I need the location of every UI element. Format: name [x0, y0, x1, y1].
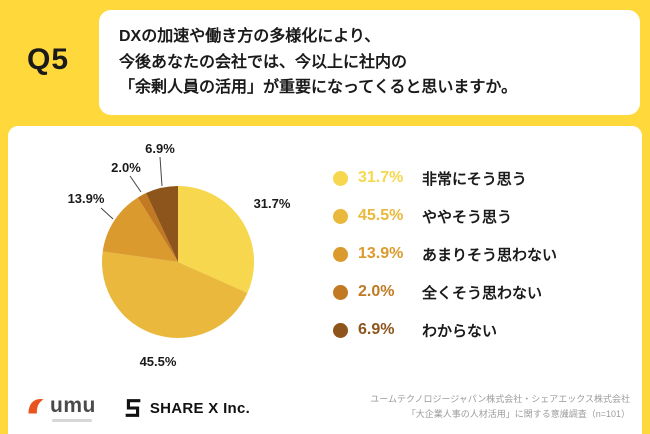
- legend-percent: 45.5%: [358, 207, 404, 224]
- pie-slice-0: [178, 186, 254, 294]
- umu-tagline-mark: [52, 419, 92, 422]
- legend-percent: 2.0%: [358, 283, 395, 300]
- sharex-logo-text: SHARE X Inc.: [149, 399, 251, 417]
- survey-credits: ユームテクノロジージャパン株式会社・シェアエックス株式会社 「大企業人事の人材活…: [370, 392, 630, 422]
- legend-item: 13.9% あまりそう思わない: [333, 245, 558, 264]
- credit-line: 「大企業人事の人材活用」に関する意識調査（n=101）: [406, 409, 630, 420]
- company-logos: umu SHARE X Inc.: [26, 394, 250, 422]
- pie-slice-1: [101, 251, 248, 339]
- legend-dot: [333, 322, 348, 338]
- legend-label: あまりそう思わない: [422, 246, 558, 264]
- legend-dot: [333, 284, 348, 300]
- pie-slice-4: [146, 186, 178, 262]
- legend-dot: [333, 170, 348, 186]
- legend-item: 6.9% わからない: [333, 321, 557, 340]
- pie-value-label: 6.9%: [145, 141, 175, 156]
- legend-percent: 6.9%: [358, 321, 395, 338]
- footer: umu SHARE X Inc. ユームテクノロジージャパン株式会社・シェアエッ…: [26, 392, 630, 422]
- chart-legend: 31.7% 非常にそう思う 45.5% ややそう思う 13.9% あまりそう思わ…: [333, 169, 558, 340]
- legend-item: 2.0% 全くそう思わない: [333, 283, 557, 302]
- legend-dot: [333, 246, 348, 262]
- question-text-line: 「余剰人員の活用」が重要になってくると思いますか。: [119, 79, 518, 97]
- legend-percent: 13.9%: [358, 245, 404, 262]
- chart-card: 31.7% 45.5% 13.9% 2.0% 6.9% 31.7% 非常にそう思…: [8, 126, 642, 434]
- pie-slice-3: [137, 193, 178, 262]
- legend-percent: 31.7%: [358, 169, 404, 186]
- legend-label: 非常にそう思う: [422, 170, 527, 188]
- legend-label: わからない: [422, 322, 498, 340]
- legend-label: ややそう思う: [422, 208, 513, 226]
- leader-line-amari: [100, 207, 114, 220]
- umu-logo: umu: [26, 394, 96, 422]
- pie-value-label: 31.7%: [254, 196, 291, 211]
- sharex-logo: SHARE X Inc.: [122, 397, 250, 419]
- sharex-s-icon: [125, 399, 141, 417]
- pie-value-label: 45.5%: [140, 354, 177, 369]
- pie-value-label: 13.9%: [68, 191, 105, 206]
- legend-item: 31.7% 非常にそう思う: [333, 169, 557, 188]
- pie-chart: 31.7% 45.5% 13.9% 2.0% 6.9%: [68, 141, 291, 369]
- leader-line-wakaranai: [159, 156, 163, 187]
- umu-logo-text: umu: [50, 394, 96, 417]
- legend-dot: [333, 208, 348, 224]
- question-text-line: 今後あなたの会社では、今以上に社内の: [119, 53, 408, 71]
- pie-slices: [101, 186, 254, 339]
- legend-label: 全くそう思わない: [422, 284, 543, 302]
- pie-value-label: 2.0%: [111, 160, 141, 175]
- leader-line-mattaku: [129, 175, 142, 193]
- legend-item: 45.5% ややそう思う: [333, 207, 557, 226]
- question-box: DXの加速や働き方の多様化により、 今後あなたの会社では、今以上に社内の 「余剰…: [99, 10, 640, 115]
- question-text-line: DXの加速や働き方の多様化により、: [119, 27, 381, 45]
- question-number: Q5: [27, 43, 70, 76]
- pie-slice-2: [102, 197, 178, 262]
- umu-bird-icon: [28, 399, 44, 414]
- credit-line: ユームテクノロジージャパン株式会社・シェアエックス株式会社: [370, 394, 630, 405]
